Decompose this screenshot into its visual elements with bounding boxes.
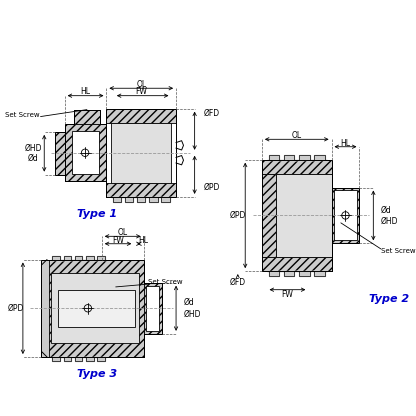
Bar bbox=[51, 273, 139, 343]
Bar bbox=[262, 257, 332, 271]
Polygon shape bbox=[159, 197, 171, 201]
Text: Ød: Ød bbox=[183, 298, 194, 307]
Polygon shape bbox=[297, 155, 312, 160]
Text: Set Screw: Set Screw bbox=[148, 279, 183, 285]
Bar bbox=[111, 123, 171, 183]
Text: Ød: Ød bbox=[381, 206, 391, 214]
Text: ØHD: ØHD bbox=[381, 216, 398, 225]
Polygon shape bbox=[62, 357, 73, 361]
Bar bbox=[262, 173, 276, 257]
Polygon shape bbox=[95, 357, 106, 361]
Text: Type 3: Type 3 bbox=[77, 369, 117, 379]
Text: ØPD: ØPD bbox=[230, 211, 246, 220]
Bar bbox=[72, 131, 99, 173]
Text: HL: HL bbox=[340, 139, 350, 148]
Bar bbox=[332, 188, 359, 243]
Polygon shape bbox=[84, 357, 95, 361]
Text: FW: FW bbox=[112, 235, 124, 245]
Bar bbox=[74, 109, 100, 124]
Text: Set Screw: Set Screw bbox=[5, 112, 40, 118]
Text: ØPD: ØPD bbox=[204, 183, 220, 192]
Polygon shape bbox=[73, 256, 84, 260]
Polygon shape bbox=[84, 256, 95, 260]
Bar bbox=[106, 109, 176, 123]
Text: HL: HL bbox=[139, 235, 149, 245]
Polygon shape bbox=[147, 197, 159, 201]
Text: FW: FW bbox=[135, 87, 147, 97]
Text: Ød: Ød bbox=[28, 154, 38, 162]
Text: OL: OL bbox=[136, 80, 146, 89]
Bar bbox=[335, 208, 347, 223]
Bar bbox=[55, 132, 64, 175]
Polygon shape bbox=[95, 256, 106, 260]
Text: ØFD: ØFD bbox=[204, 109, 220, 118]
Bar bbox=[334, 191, 357, 240]
Text: ØPD: ØPD bbox=[7, 304, 24, 313]
Polygon shape bbox=[62, 256, 73, 260]
Bar bbox=[262, 160, 332, 173]
Polygon shape bbox=[267, 271, 282, 276]
Bar bbox=[146, 285, 159, 331]
Polygon shape bbox=[312, 155, 327, 160]
Text: ØFD: ØFD bbox=[230, 278, 246, 287]
Text: FW: FW bbox=[281, 290, 293, 299]
Polygon shape bbox=[123, 197, 135, 201]
Bar bbox=[144, 283, 162, 334]
Polygon shape bbox=[282, 155, 297, 160]
Polygon shape bbox=[73, 357, 84, 361]
Bar bbox=[106, 287, 125, 304]
Bar bbox=[58, 290, 135, 327]
Text: Type 1: Type 1 bbox=[77, 208, 117, 218]
Polygon shape bbox=[111, 197, 123, 201]
Text: Type 2: Type 2 bbox=[369, 294, 409, 304]
Polygon shape bbox=[282, 271, 297, 276]
Text: Set Screw: Set Screw bbox=[381, 248, 416, 254]
Polygon shape bbox=[312, 271, 327, 276]
Bar bbox=[64, 124, 106, 181]
Polygon shape bbox=[297, 271, 312, 276]
Polygon shape bbox=[135, 197, 147, 201]
Text: ØHD: ØHD bbox=[183, 310, 201, 318]
Bar bbox=[106, 183, 176, 197]
Polygon shape bbox=[267, 155, 282, 160]
Polygon shape bbox=[51, 357, 62, 361]
Text: ØHD: ØHD bbox=[25, 144, 42, 153]
Bar bbox=[276, 173, 332, 257]
Text: OL: OL bbox=[118, 228, 128, 237]
Bar bbox=[42, 260, 144, 357]
Text: OL: OL bbox=[292, 131, 302, 140]
Text: HL: HL bbox=[81, 87, 91, 97]
Bar bbox=[42, 260, 49, 357]
Polygon shape bbox=[51, 256, 62, 260]
